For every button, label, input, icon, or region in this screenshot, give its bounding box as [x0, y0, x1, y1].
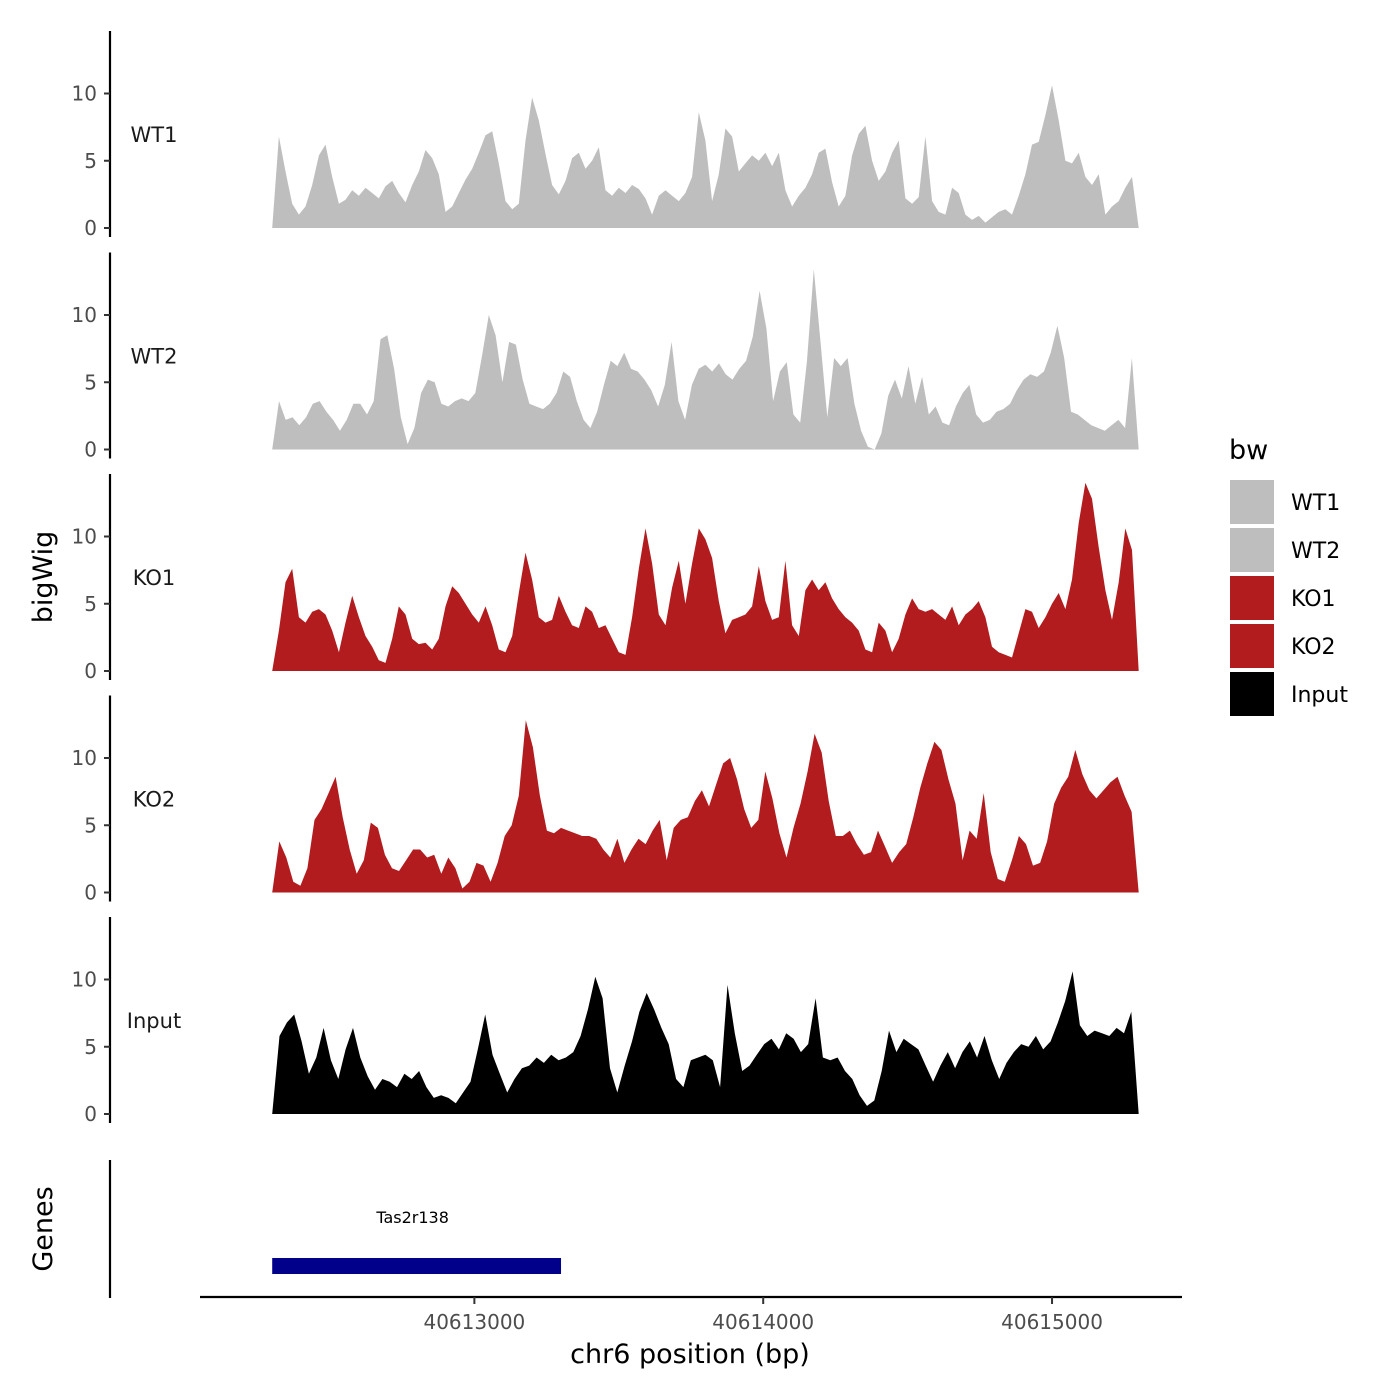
y-tick-label: 10 — [72, 746, 97, 770]
y-tick-label: 5 — [84, 592, 97, 616]
legend-swatch-wt2 — [1228, 526, 1276, 574]
legend-swatch-input — [1228, 670, 1276, 718]
y-tick-label: 0 — [84, 438, 97, 462]
legend-swatch-ko1 — [1228, 574, 1276, 622]
legend-title: bw — [1229, 435, 1268, 466]
track-wt2: 0 5 10 WT2 — [72, 252, 1139, 462]
area-input — [272, 971, 1139, 1114]
x-axis-title: chr6 position (bp) — [570, 1339, 810, 1370]
y-tick-label: 5 — [84, 1035, 97, 1059]
y-tick-label: 5 — [84, 813, 97, 837]
y-tick-label: 5 — [84, 149, 97, 173]
legend: WT1 WT2 KO1 KO2 Input — [1228, 478, 1348, 718]
gene-label-tas2r138: Tas2r138 — [375, 1208, 449, 1227]
track-label-wt1: WT1 — [131, 123, 178, 147]
track-input: 0 5 10 Input — [72, 917, 1139, 1126]
track-ko2: 0 5 10 KO2 — [72, 695, 1139, 905]
track-label-wt2: WT2 — [131, 345, 178, 369]
legend-swatch-ko2 — [1228, 622, 1276, 670]
tracks: 0 5 10 WT1 0 5 10 WT2 0 5 10 KO1 0 5 10 KO2 0 5 10 Input — [72, 31, 1139, 1126]
track-label-ko1: KO1 — [133, 566, 176, 590]
x-tick-label: 40614000 — [712, 1310, 814, 1334]
y-tick-label: 10 — [72, 968, 97, 992]
track-label-input: Input — [127, 1009, 181, 1033]
y-axis-title: bigWig — [28, 531, 59, 624]
gene-bar-tas2r138 — [272, 1258, 562, 1274]
area-ko1 — [272, 482, 1139, 671]
track-ko1: 0 5 10 KO1 — [72, 474, 1139, 683]
legend-label-wt1: WT1 — [1291, 491, 1340, 516]
y-tick-label: 0 — [84, 881, 97, 905]
y-tick-label: 0 — [84, 659, 97, 683]
legend-label-input: Input — [1291, 683, 1348, 708]
genes-track-title: Genes — [28, 1186, 59, 1271]
y-tick-label: 0 — [84, 1102, 97, 1126]
gene-track: Tas2r138 — [108, 1160, 562, 1298]
area-ko2 — [272, 720, 1139, 893]
x-axis: 40613000 40614000 40615000 — [200, 1295, 1182, 1334]
area-wt1 — [272, 85, 1139, 229]
legend-label-ko1: KO1 — [1291, 587, 1336, 612]
x-tick-label: 40615000 — [1001, 1310, 1103, 1334]
track-wt1: 0 5 10 WT1 — [72, 31, 1139, 240]
legend-label-ko2: KO2 — [1291, 635, 1336, 660]
y-tick-label: 10 — [72, 82, 97, 106]
y-tick-label: 5 — [84, 370, 97, 394]
x-tick-label: 40613000 — [423, 1310, 525, 1334]
legend-label-wt2: WT2 — [1291, 539, 1340, 564]
y-tick-label: 10 — [72, 303, 97, 327]
y-tick-label: 10 — [72, 525, 97, 549]
area-wt2 — [272, 269, 1139, 450]
legend-swatch-wt1 — [1228, 478, 1276, 526]
track-label-ko2: KO2 — [133, 788, 176, 812]
y-tick-label: 0 — [84, 216, 97, 240]
